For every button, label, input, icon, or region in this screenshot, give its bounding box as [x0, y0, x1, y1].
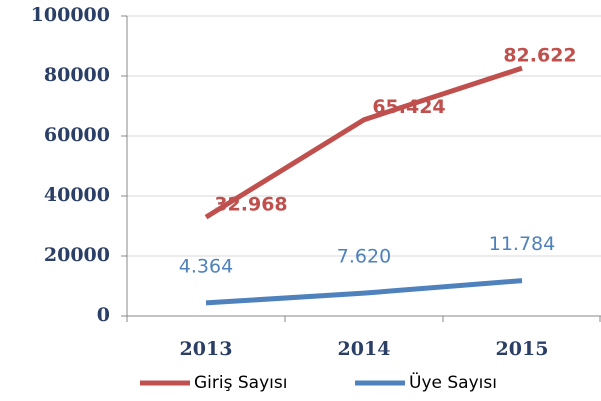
y-tick-label: 40000: [44, 184, 110, 206]
x-tick-label: 2014: [338, 338, 391, 360]
legend-label: Giriş Sayısı: [194, 373, 287, 393]
data-label: 7.620: [337, 246, 391, 268]
x-tick-label: 2013: [180, 338, 233, 360]
y-tick-label: 0: [97, 304, 110, 326]
data-label: 11.784: [489, 233, 555, 255]
data-label: 65.424: [372, 96, 445, 118]
data-label: 32.968: [214, 194, 287, 216]
y-tick-label: 60000: [44, 124, 110, 146]
data-label: 4.364: [179, 255, 233, 277]
legend-label: Üye Sayısı: [409, 371, 497, 393]
x-tick-label: 2015: [496, 338, 549, 360]
y-tick-label: 80000: [44, 64, 110, 86]
data-label: 82.622: [503, 45, 576, 67]
line: [204, 65, 523, 220]
y-tick-label: 20000: [44, 244, 110, 266]
y-tick-label: 100000: [31, 4, 110, 26]
line: [205, 278, 523, 306]
